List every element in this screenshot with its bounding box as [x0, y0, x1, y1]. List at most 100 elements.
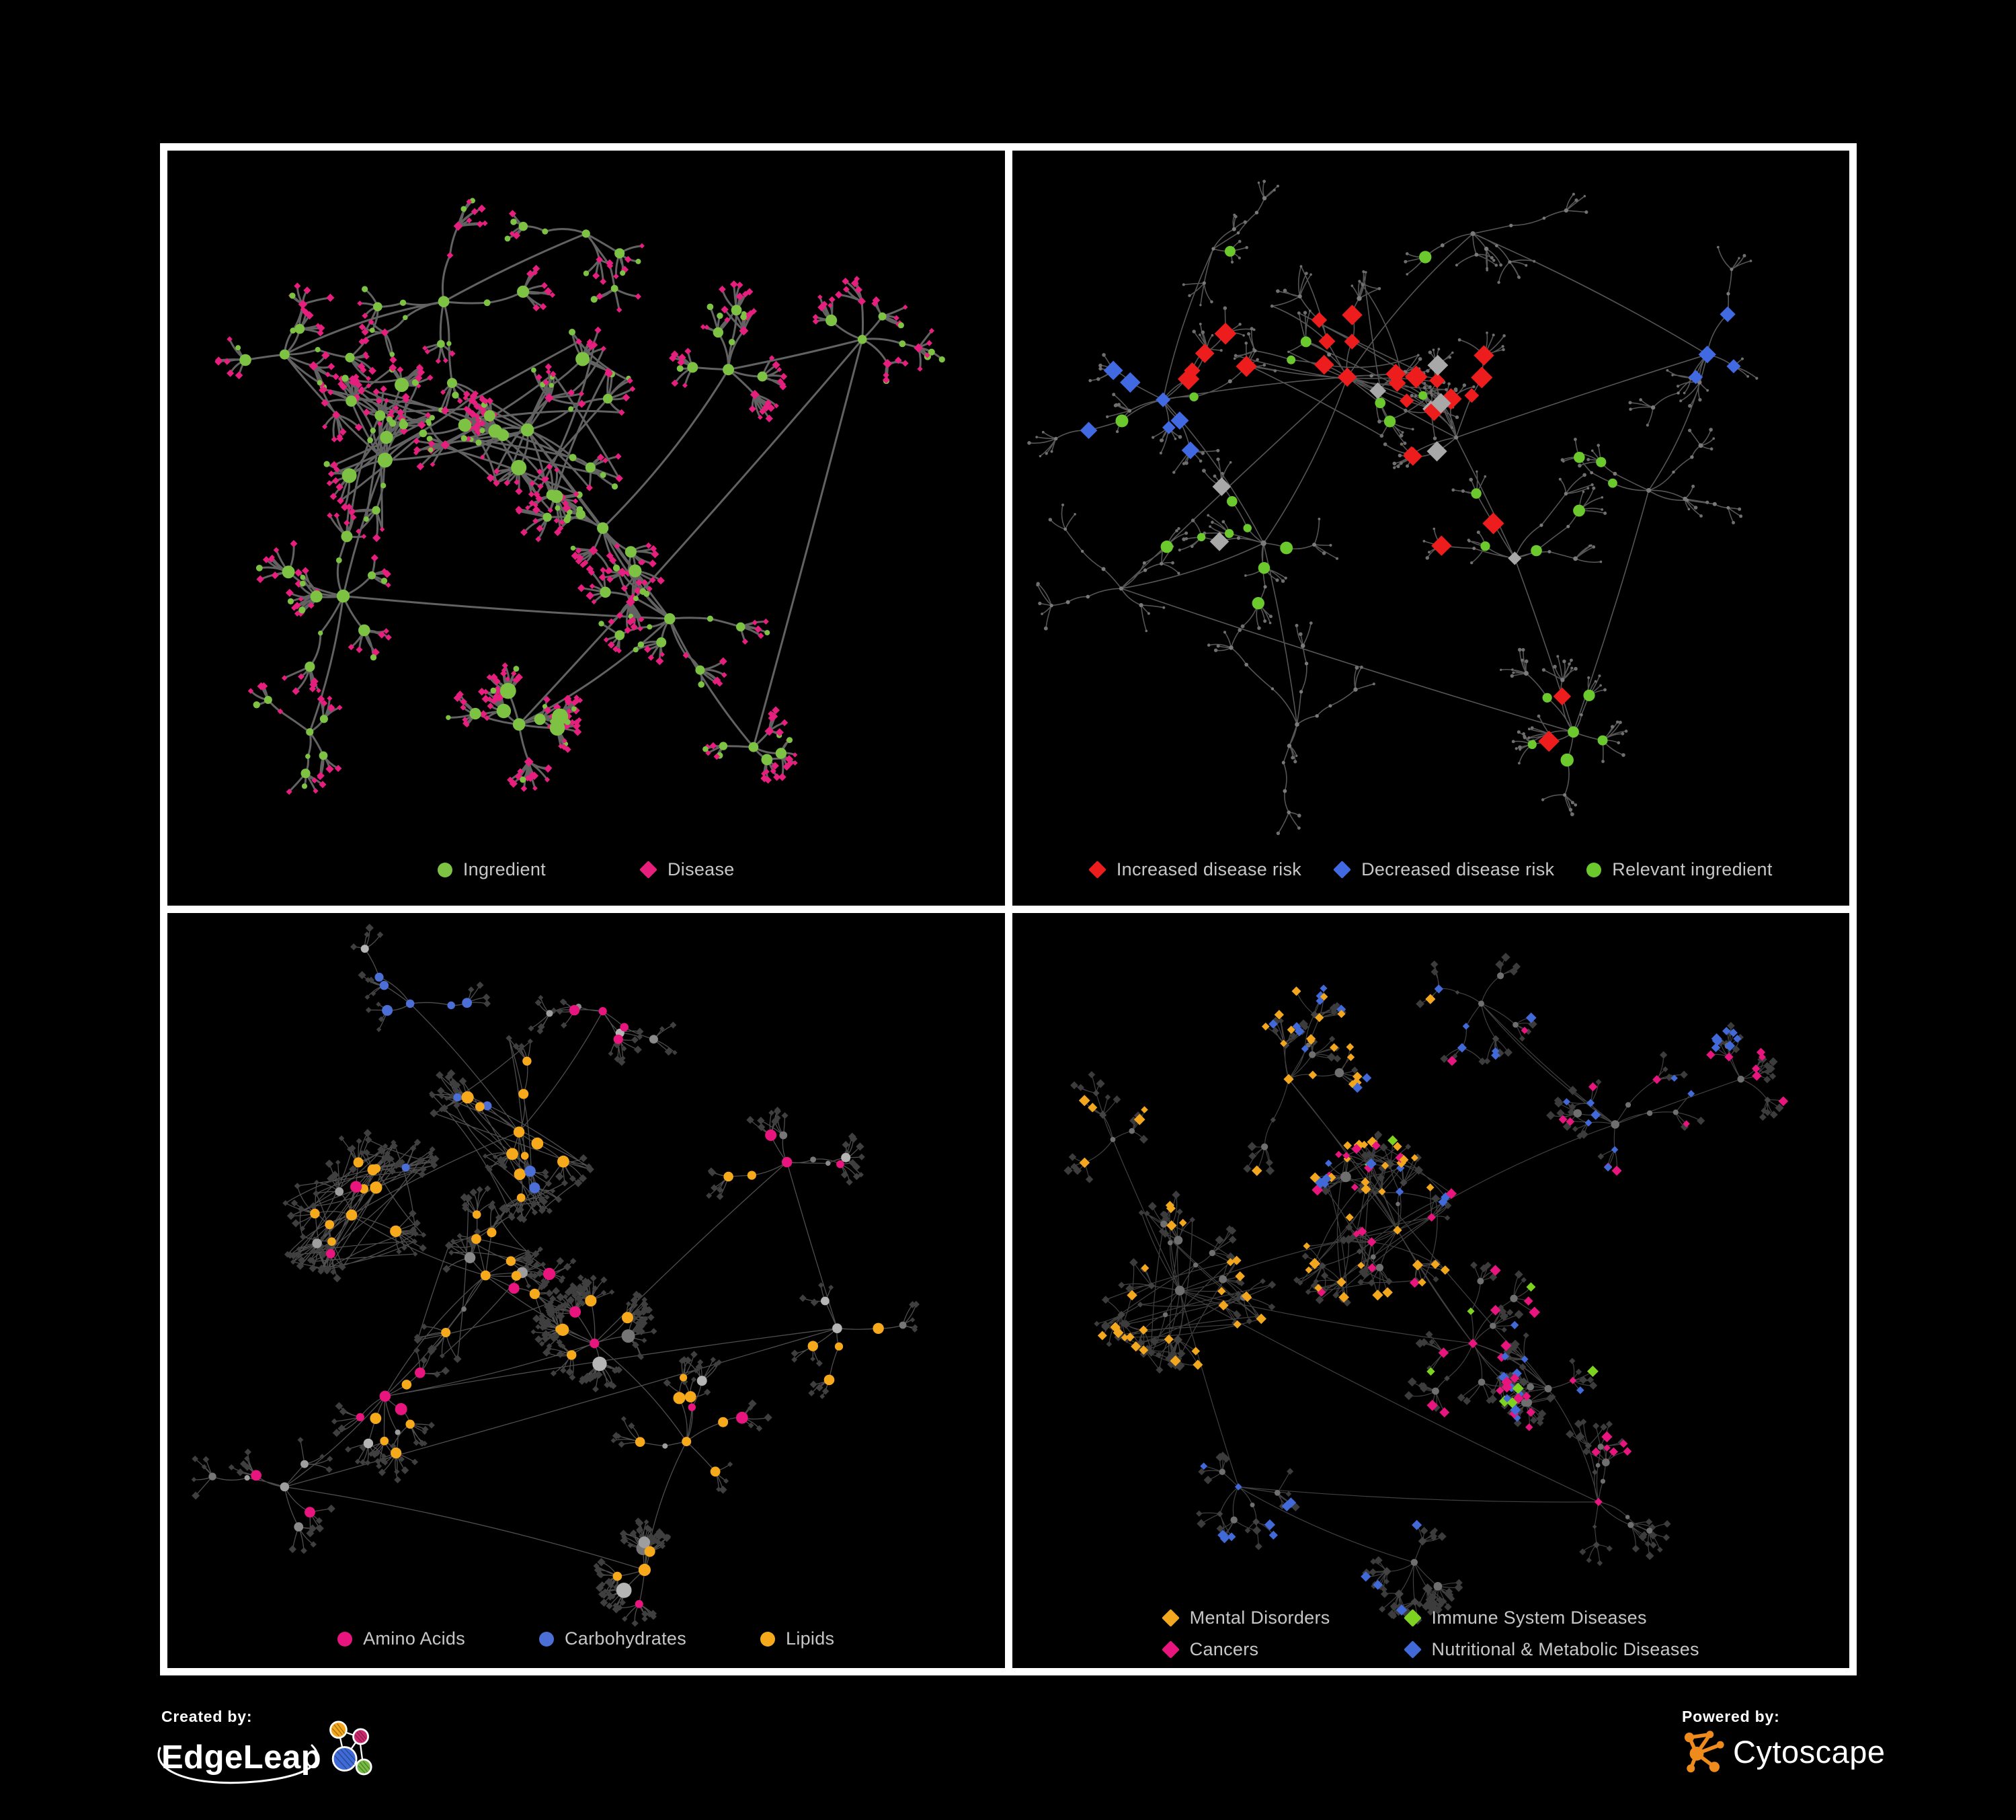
leaf-node — [620, 1536, 629, 1545]
highlight-node — [1383, 416, 1396, 428]
leaf-node — [282, 1200, 289, 1206]
hub-node — [1395, 1201, 1400, 1207]
hub-node — [1646, 1528, 1652, 1534]
leaf-node — [247, 688, 254, 694]
leaf-node — [740, 313, 747, 321]
leaf-node — [840, 1171, 849, 1179]
highlight-node — [1371, 1290, 1383, 1301]
highlight-node — [1611, 1146, 1618, 1154]
leaf-node — [505, 676, 511, 682]
leaf-node — [371, 1451, 378, 1458]
leaf-node — [928, 327, 935, 334]
leaf-node — [330, 461, 339, 469]
highlight-node — [612, 1571, 622, 1581]
leaf-node — [1328, 544, 1332, 547]
leaf-node — [621, 1045, 627, 1052]
leaf-node — [666, 1534, 672, 1540]
leaf-node — [633, 1045, 642, 1054]
leaf-node — [337, 705, 343, 711]
leaf-node — [834, 290, 843, 299]
highlight-node — [1345, 1213, 1354, 1222]
highlight-node — [1374, 397, 1385, 409]
leaf-node — [1568, 1086, 1577, 1095]
leaf-node — [1494, 960, 1504, 969]
leaf-node — [473, 1228, 481, 1236]
leaf-node — [487, 703, 494, 709]
hub-node — [728, 339, 735, 346]
highlight-node — [1381, 1287, 1393, 1298]
leaf-node — [391, 1140, 397, 1146]
highlight-node — [1726, 359, 1740, 374]
hub-node — [341, 530, 353, 543]
hub-node — [616, 1583, 632, 1598]
leaf-node — [456, 398, 463, 404]
leaf-node — [1344, 1223, 1353, 1231]
hub-node — [483, 299, 491, 307]
leaf-node — [1499, 668, 1502, 671]
hub-node — [309, 361, 319, 371]
highlight-node — [1264, 1519, 1275, 1530]
leaf-node — [1304, 272, 1308, 275]
leaf-node — [902, 305, 908, 310]
hub-node — [1422, 1583, 1433, 1594]
leaf-node — [1545, 1111, 1555, 1120]
hub-node — [370, 428, 376, 434]
hub-node — [395, 378, 409, 392]
leaf-node — [1096, 377, 1100, 381]
hub-node — [899, 1321, 907, 1329]
leaf-node — [332, 1429, 341, 1437]
hub-node — [682, 651, 690, 659]
leaf-node — [1693, 506, 1697, 510]
leaf-node — [362, 408, 370, 416]
leaf-node — [1037, 601, 1041, 606]
leaf-node — [787, 760, 794, 767]
leaf-node — [780, 719, 789, 727]
hub-node — [1471, 547, 1476, 551]
leaf-node — [1297, 311, 1301, 315]
leaf-node — [577, 697, 583, 703]
highlight-node — [1526, 1407, 1535, 1417]
hub-node — [239, 354, 251, 366]
leaf-node — [370, 990, 376, 996]
leaf-node — [622, 393, 631, 402]
hub-node — [1484, 246, 1488, 251]
hub-node — [368, 571, 376, 580]
leaf-node — [1182, 462, 1185, 465]
hub-node — [1236, 231, 1240, 235]
leaf-node — [473, 423, 480, 430]
leaf-node — [1104, 1094, 1111, 1101]
leaf-node — [1461, 489, 1465, 493]
leaf-node — [1560, 458, 1564, 462]
leaf-node — [1238, 323, 1242, 326]
leaf-node — [1215, 457, 1220, 461]
highlight-node — [873, 1322, 884, 1334]
leaf-node — [1063, 1166, 1073, 1175]
leaf-node — [268, 556, 275, 563]
leaf-node — [1568, 1103, 1576, 1111]
leaf-node — [1437, 348, 1440, 351]
leaf-node — [1432, 1276, 1439, 1283]
hub-node — [1300, 643, 1305, 648]
leaf-node — [1297, 1279, 1303, 1286]
hub-node — [1128, 1127, 1135, 1134]
leaf-node — [1172, 471, 1175, 474]
leaf-node — [469, 1188, 477, 1197]
highlight-node — [823, 1374, 835, 1386]
hub-node — [331, 410, 341, 420]
hub-node — [380, 430, 393, 444]
leaf-node — [1468, 477, 1473, 482]
leaf-node — [1061, 504, 1064, 506]
leaf-node — [1455, 1579, 1463, 1587]
hub-node — [1671, 471, 1675, 474]
leaf-node — [452, 1087, 459, 1094]
highlight-node — [1305, 1034, 1316, 1044]
highlight-node — [1324, 1159, 1332, 1167]
leaf-node — [361, 534, 367, 539]
leaf-node — [1746, 375, 1749, 378]
hub-node — [346, 395, 357, 407]
leaf-node — [1232, 213, 1236, 216]
leaf-node — [1195, 1510, 1203, 1517]
hub-node — [1294, 722, 1299, 727]
leaf-node — [201, 1464, 207, 1470]
panel-macronutrients: Amino Acids Carbohydrates Lipids — [167, 913, 1005, 1668]
